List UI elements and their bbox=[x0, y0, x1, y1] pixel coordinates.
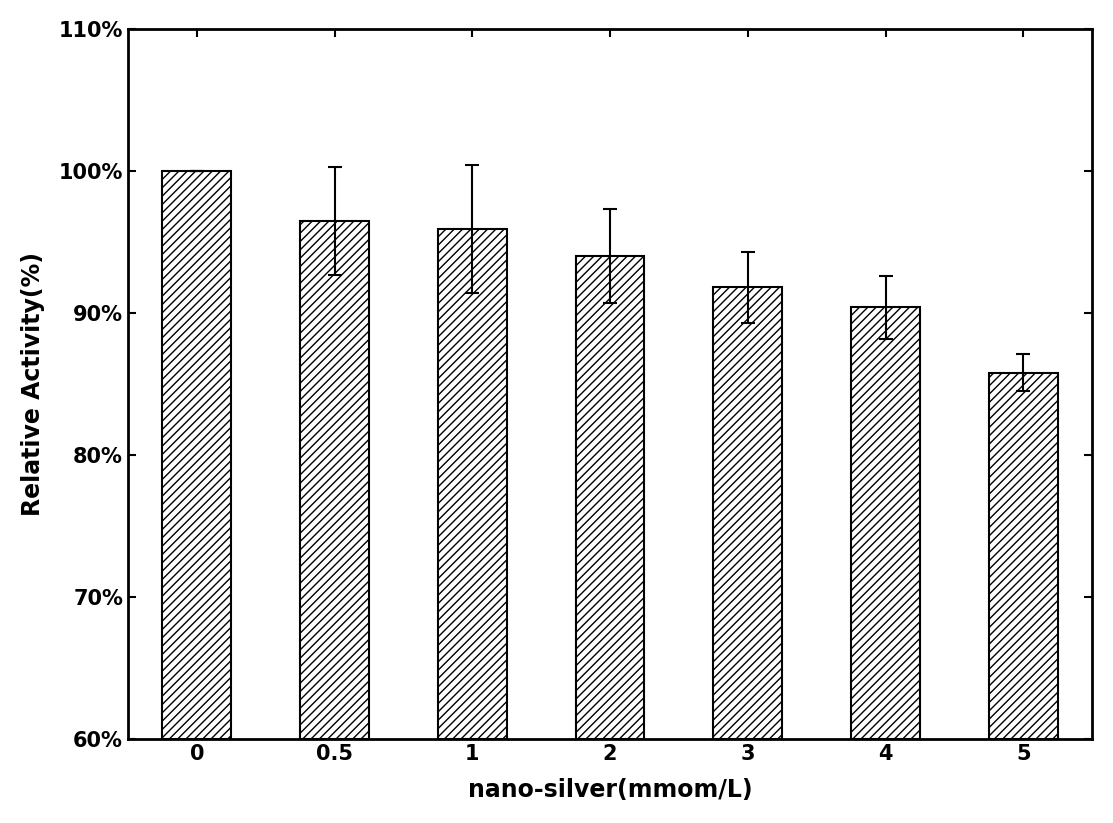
Bar bbox=[851, 307, 920, 739]
Bar bbox=[713, 287, 782, 739]
Bar bbox=[162, 171, 232, 739]
X-axis label: nano-silver(mmom/L): nano-silver(mmom/L) bbox=[467, 779, 752, 802]
Bar bbox=[575, 256, 644, 739]
Y-axis label: Relative Activity(%): Relative Activity(%) bbox=[21, 252, 45, 516]
Bar bbox=[301, 221, 370, 739]
Bar bbox=[437, 230, 506, 739]
Bar bbox=[988, 373, 1057, 739]
